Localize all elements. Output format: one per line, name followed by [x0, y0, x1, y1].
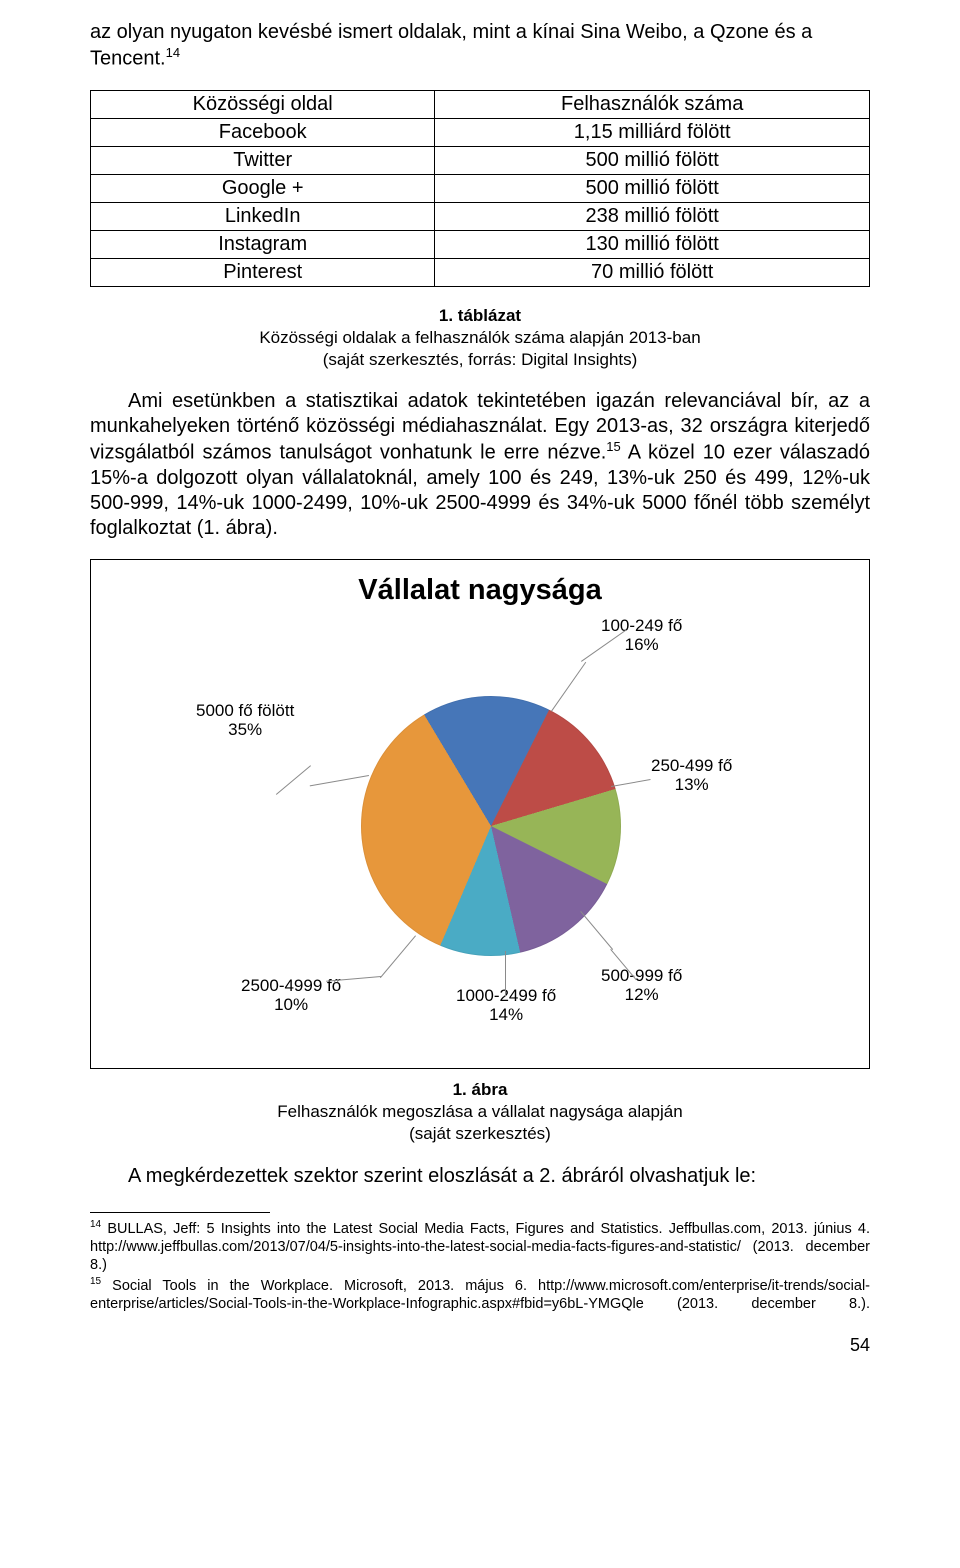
para2-text: A megkérdezettek szektor szerint eloszlá… — [128, 1165, 756, 1187]
table-caption-bold: 1. táblázat — [439, 306, 521, 325]
pie-label-5: 5000 fő fölött 35% — [196, 701, 294, 740]
table-caption-line1: Közösségi oldalak a felhasználók száma a… — [259, 328, 700, 347]
chart-container: Vállalat nagysága 100-249 fő 16% 250-499… — [90, 559, 870, 1069]
table-row: Instagram130 millió fölött — [91, 230, 870, 258]
table-header-right: Felhasználók száma — [435, 90, 870, 118]
table-row: Google +500 millió fölött — [91, 174, 870, 202]
table-row: Pinterest70 millió fölött — [91, 258, 870, 286]
pie-label-2: 500-999 fő 12% — [601, 966, 682, 1005]
intro-sup: 14 — [166, 45, 180, 60]
fig-caption-line1: Felhasználók megoszlása a vállalat nagys… — [277, 1102, 682, 1121]
fig-caption-line2: (saját szerkesztés) — [409, 1124, 551, 1143]
leader-line — [380, 935, 416, 978]
pie-label-3: 1000-2499 fő 14% — [456, 986, 556, 1025]
page-number: 54 — [90, 1335, 870, 1356]
footnote-14: 14 BULLAS, Jeff: 5 Insights into the Lat… — [90, 1219, 870, 1274]
table-header-left: Közösségi oldal — [91, 90, 435, 118]
fig-caption-bold: 1. ábra — [453, 1080, 508, 1099]
body-paragraph-2: A megkérdezettek szektor szerint eloszlá… — [90, 1165, 870, 1188]
fn15-text: Social Tools in the Workplace. Microsoft… — [90, 1278, 870, 1312]
pie-chart: 100-249 fő 16% 250-499 fő 13% 500-999 fő… — [111, 611, 849, 1031]
table-caption-line2: (saját szerkesztés, forrás: Digital Insi… — [323, 350, 638, 369]
fn14-text: BULLAS, Jeff: 5 Insights into the Latest… — [90, 1221, 870, 1273]
para1-sup: 15 — [606, 439, 620, 454]
fn14-num: 14 — [90, 1219, 101, 1230]
body-paragraph-1: Ami esetünkben a statisztikai adatok tek… — [90, 389, 870, 541]
leader-line — [580, 911, 613, 950]
fn15-num: 15 — [90, 1276, 101, 1287]
intro-text: az olyan nyugaton kevésbé ismert oldalak… — [90, 21, 812, 70]
leader-line — [611, 779, 651, 787]
leader-line — [551, 661, 586, 711]
footnote-15-line1: 15 Social Tools in the Workplace. Micros… — [90, 1276, 870, 1313]
table-row: LinkedIn238 millió fölött — [91, 202, 870, 230]
table-caption: 1. táblázat Közösségi oldalak a felhaszn… — [90, 305, 870, 371]
leader-line — [505, 951, 506, 996]
pie-label-1: 250-499 fő 13% — [651, 756, 732, 795]
pie-label-0: 100-249 fő 16% — [601, 616, 682, 655]
figure-caption: 1. ábra Felhasználók megoszlása a vállal… — [90, 1079, 870, 1145]
table-row: Twitter500 millió fölött — [91, 146, 870, 174]
table-header-row: Közösségi oldal Felhasználók száma — [91, 90, 870, 118]
table-row: Facebook1,15 milliárd fölött — [91, 118, 870, 146]
leader-line — [276, 765, 311, 795]
leader-line — [310, 775, 369, 786]
chart-title: Vállalat nagysága — [111, 574, 849, 607]
social-table: Közösségi oldal Felhasználók száma Faceb… — [90, 90, 870, 287]
intro-paragraph: az olyan nyugaton kevésbé ismert oldalak… — [90, 20, 870, 72]
footnote-rule — [90, 1212, 270, 1213]
pie-graphic — [361, 696, 621, 956]
